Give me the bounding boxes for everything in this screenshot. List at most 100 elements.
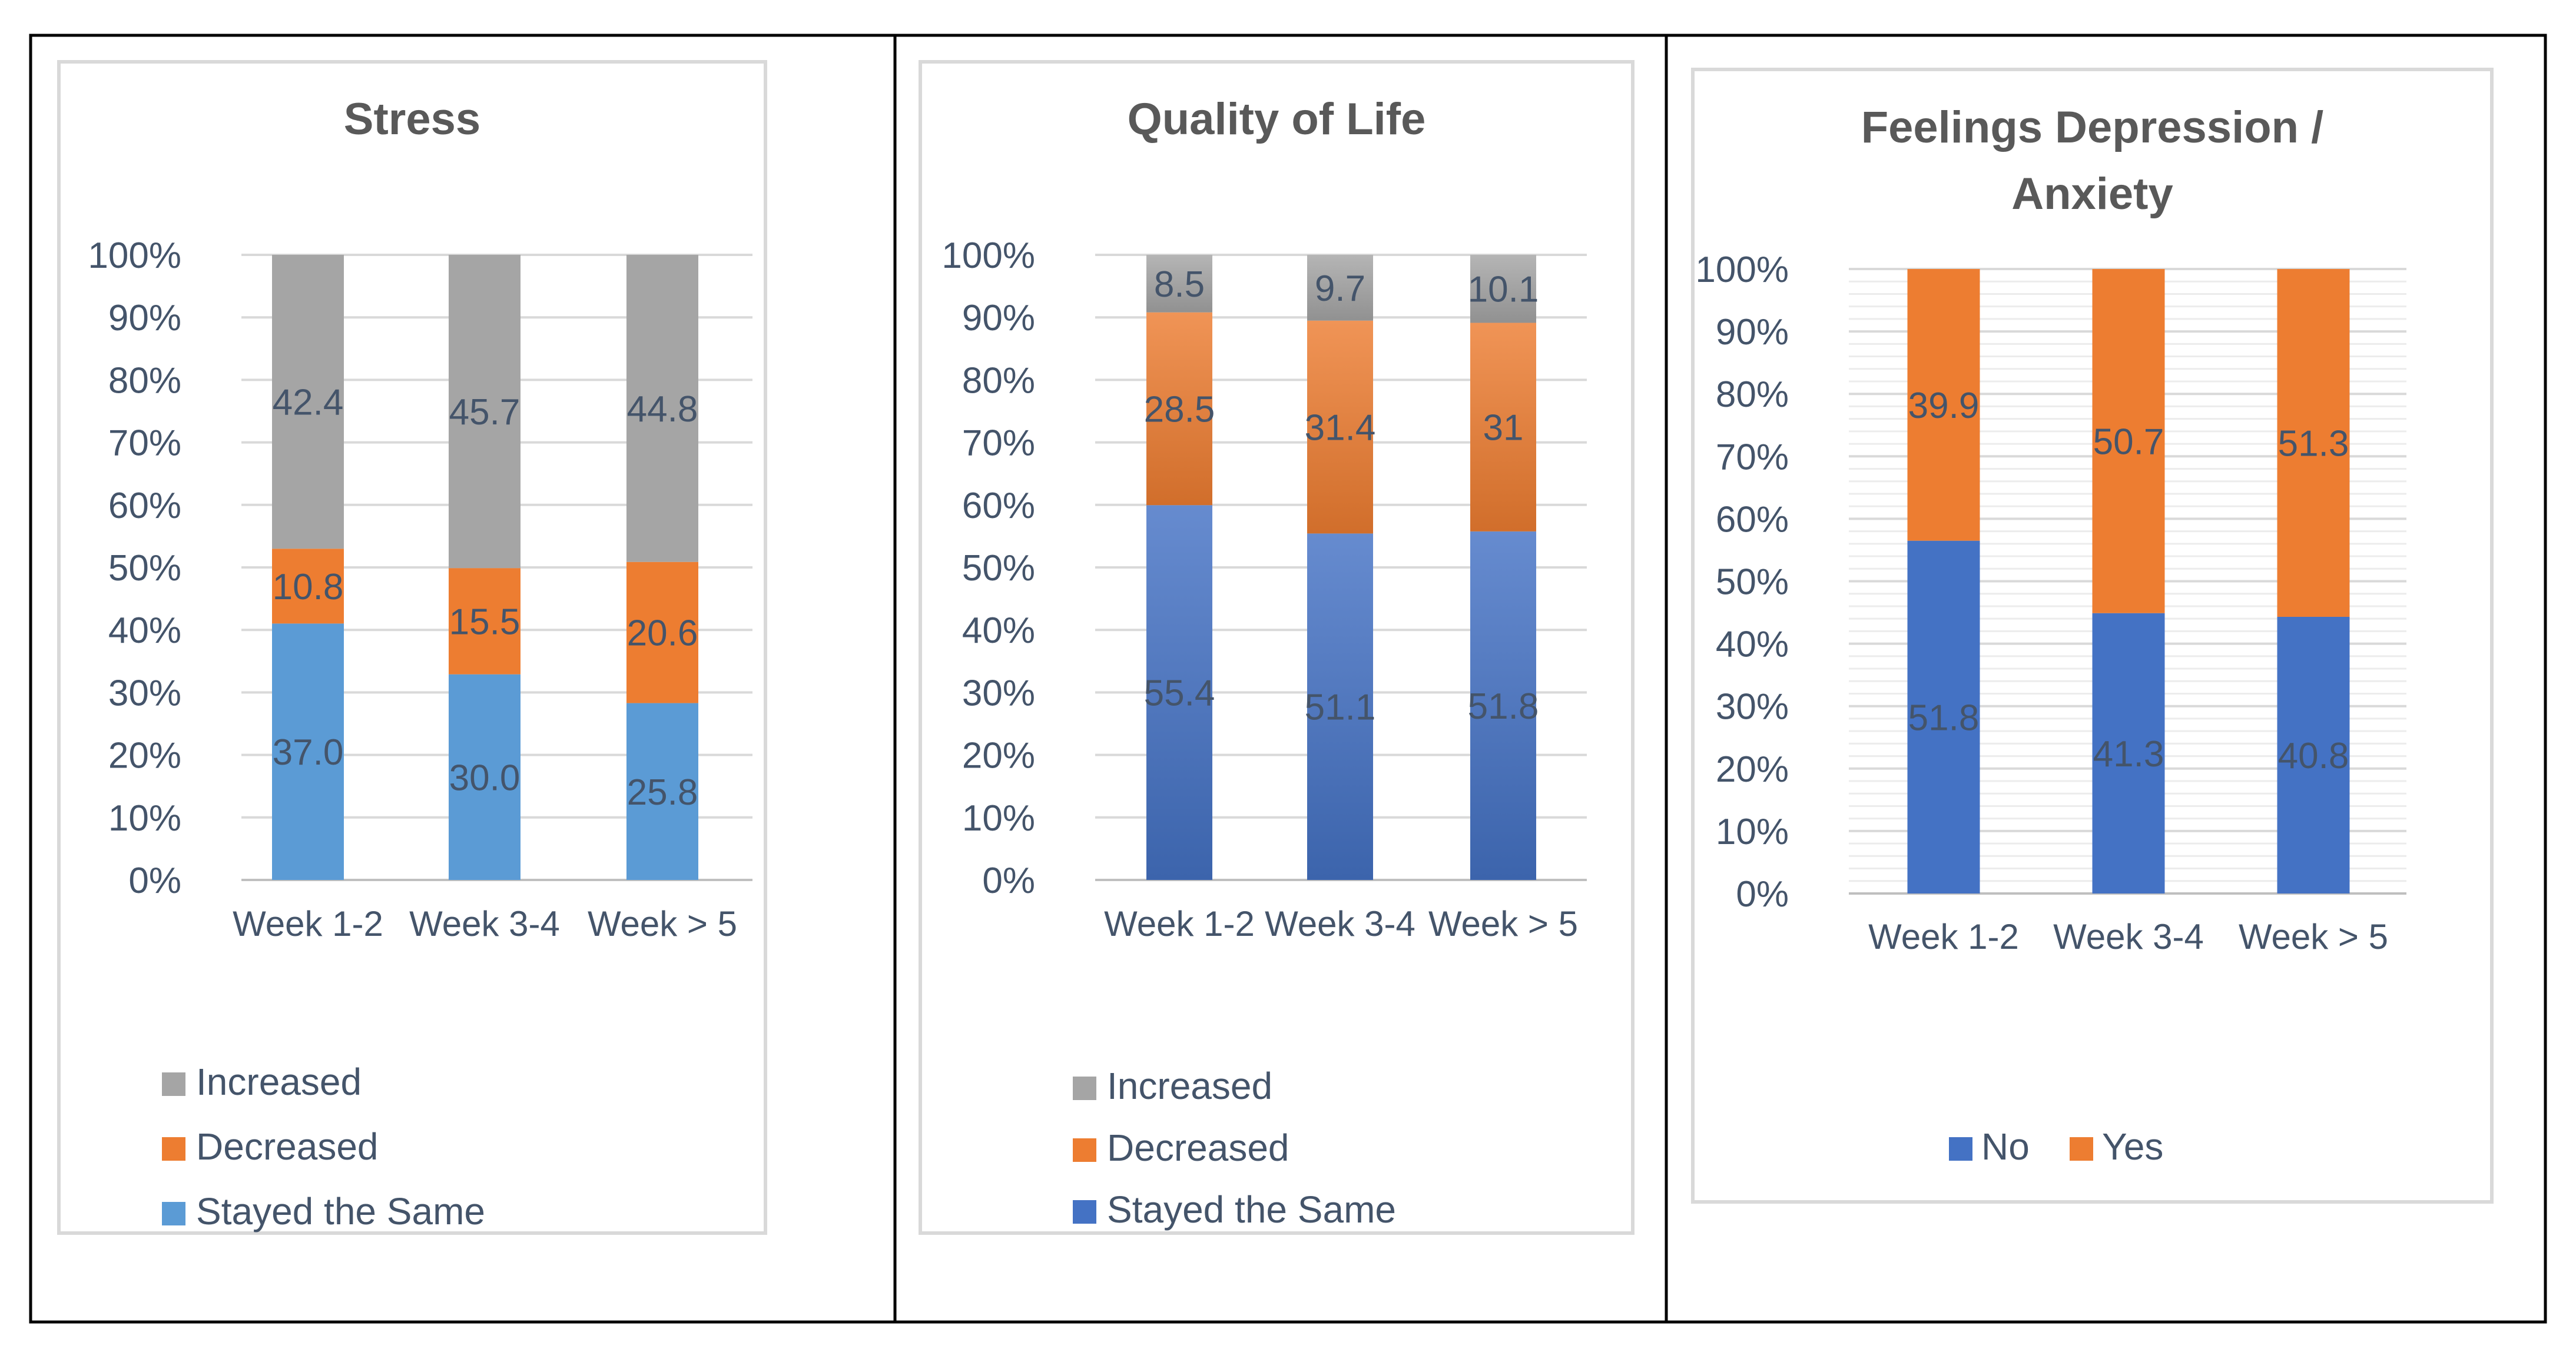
- data-label: 50.7: [2093, 421, 2164, 462]
- legend-swatch: [162, 1137, 185, 1161]
- legend-swatch: [162, 1072, 185, 1096]
- data-label: 45.7: [449, 392, 520, 433]
- quality-of-life-chart-title: Quality of Life: [1128, 94, 1426, 144]
- data-label: 37.0: [273, 732, 344, 773]
- bar-increased: [626, 255, 698, 562]
- y-tick-label: 40%: [1716, 624, 1789, 665]
- bar-stayed-the-same: [272, 623, 344, 880]
- data-label: 31: [1483, 408, 1524, 449]
- y-tick-label: 80%: [108, 360, 181, 401]
- data-label: 8.5: [1154, 264, 1205, 305]
- table-outline: [29, 34, 2547, 1324]
- legend-label: Increased: [196, 1061, 362, 1103]
- data-label: 55.4: [1144, 673, 1215, 714]
- legend-label: Decreased: [1107, 1127, 1289, 1169]
- legend-label: Increased: [1107, 1065, 1272, 1107]
- data-label: 40.8: [2278, 736, 2349, 776]
- data-label: 15.5: [449, 602, 520, 642]
- legend-label: Decreased: [196, 1125, 379, 1168]
- bar-stayed-the-same: [1146, 505, 1212, 880]
- y-tick-label: 60%: [108, 486, 181, 526]
- legend-swatch: [2070, 1137, 2093, 1161]
- y-tick-label: 10%: [1716, 812, 1789, 852]
- bar-decreased: [1307, 320, 1373, 534]
- bar-stayed-the-same: [626, 703, 698, 880]
- bar-decreased: [272, 549, 344, 624]
- y-tick-label: 0%: [1736, 874, 1789, 915]
- bar-increased: [272, 255, 344, 549]
- x-tick-label: Week 1-2: [1868, 917, 2019, 956]
- bar-increased: [1146, 255, 1212, 313]
- x-tick-label: Week 3-4: [409, 904, 560, 944]
- bar-increased: [1470, 255, 1536, 323]
- depression-anxiety-chart-title-line-2: Anxiety: [2011, 169, 2173, 219]
- x-tick-label: Week 3-4: [1265, 904, 1415, 944]
- bar-yes: [1907, 269, 1980, 541]
- bar-yes: [2277, 269, 2350, 617]
- data-label: 25.8: [627, 772, 698, 813]
- data-label: 30.0: [449, 758, 520, 798]
- legend-swatch: [1073, 1138, 1096, 1162]
- depression-anxiety-chart-title-line-1: Feelings Depression /: [1861, 102, 2324, 152]
- data-label: 10.8: [273, 567, 344, 607]
- y-tick-label: 60%: [962, 486, 1035, 526]
- y-tick-label: 20%: [1716, 749, 1789, 790]
- stress-chart-title: Stress: [344, 94, 480, 144]
- y-tick-label: 100%: [88, 235, 181, 276]
- bar-no: [2092, 613, 2165, 893]
- bar-increased: [1307, 255, 1373, 321]
- y-tick-label: 100%: [941, 235, 1035, 276]
- legend-swatch: [162, 1202, 185, 1225]
- legend-swatch: [1073, 1077, 1096, 1100]
- legend-label: Stayed the Same: [1107, 1188, 1396, 1231]
- x-tick-label: Week 1-2: [1104, 904, 1255, 944]
- bar-decreased: [626, 562, 698, 703]
- y-tick-label: 0%: [128, 861, 181, 901]
- bar-decreased: [1470, 323, 1536, 532]
- x-tick-label: Week > 5: [1428, 904, 1578, 944]
- bar-decreased: [449, 568, 520, 675]
- y-tick-label: 80%: [962, 360, 1035, 401]
- data-label: 31.4: [1305, 408, 1376, 449]
- data-label: 41.3: [2093, 734, 2164, 775]
- data-label: 51.8: [1908, 697, 1980, 738]
- legend-swatch: [1073, 1200, 1096, 1224]
- y-tick-label: 70%: [1716, 437, 1789, 477]
- y-tick-label: 40%: [108, 610, 181, 651]
- x-tick-label: Week 3-4: [2053, 917, 2204, 956]
- y-tick-label: 70%: [108, 423, 181, 464]
- data-label: 42.4: [273, 383, 344, 423]
- data-label: 39.9: [1908, 386, 1980, 426]
- data-label: 51.3: [2278, 423, 2349, 464]
- x-tick-label: Week > 5: [588, 904, 737, 944]
- legend-label: No: [1981, 1125, 2030, 1168]
- bar-stayed-the-same: [449, 674, 520, 880]
- y-tick-label: 30%: [1716, 687, 1789, 728]
- quality-of-life-chart: Quality of Life 0% 10% 20% 30% 40% 50% 60% 70% 8…: [919, 60, 1635, 1235]
- y-tick-label: 10%: [962, 798, 1035, 839]
- bar-no: [2277, 616, 2350, 893]
- y-tick-label: 50%: [962, 548, 1035, 589]
- y-tick-label: 100%: [1695, 250, 1789, 290]
- y-tick-label: 0%: [982, 861, 1035, 901]
- data-label: 51.8: [1468, 686, 1539, 727]
- data-label: 44.8: [627, 389, 698, 430]
- data-label: 20.6: [627, 613, 698, 654]
- y-tick-label: 40%: [962, 610, 1035, 651]
- bar-yes: [2092, 269, 2165, 613]
- legend-label: Yes: [2102, 1125, 2163, 1168]
- bar-stayed-the-same: [1470, 531, 1536, 880]
- x-tick-label: Week > 5: [2239, 917, 2388, 956]
- bar-decreased: [1146, 312, 1212, 506]
- y-tick-label: 30%: [108, 673, 181, 713]
- bar-increased: [449, 255, 520, 569]
- y-tick-label: 30%: [962, 673, 1035, 713]
- y-tick-label: 90%: [1716, 312, 1789, 353]
- stress-chart: Stress 0% 10% 20% 30% 40% 50% 60% 70% 80% 90% 100%…: [57, 60, 767, 1235]
- bar-stayed-the-same: [1307, 533, 1373, 880]
- bar-no: [1907, 540, 1980, 893]
- y-tick-label: 50%: [1716, 562, 1789, 603]
- y-tick-label: 50%: [108, 548, 181, 589]
- y-tick-label: 70%: [962, 423, 1035, 464]
